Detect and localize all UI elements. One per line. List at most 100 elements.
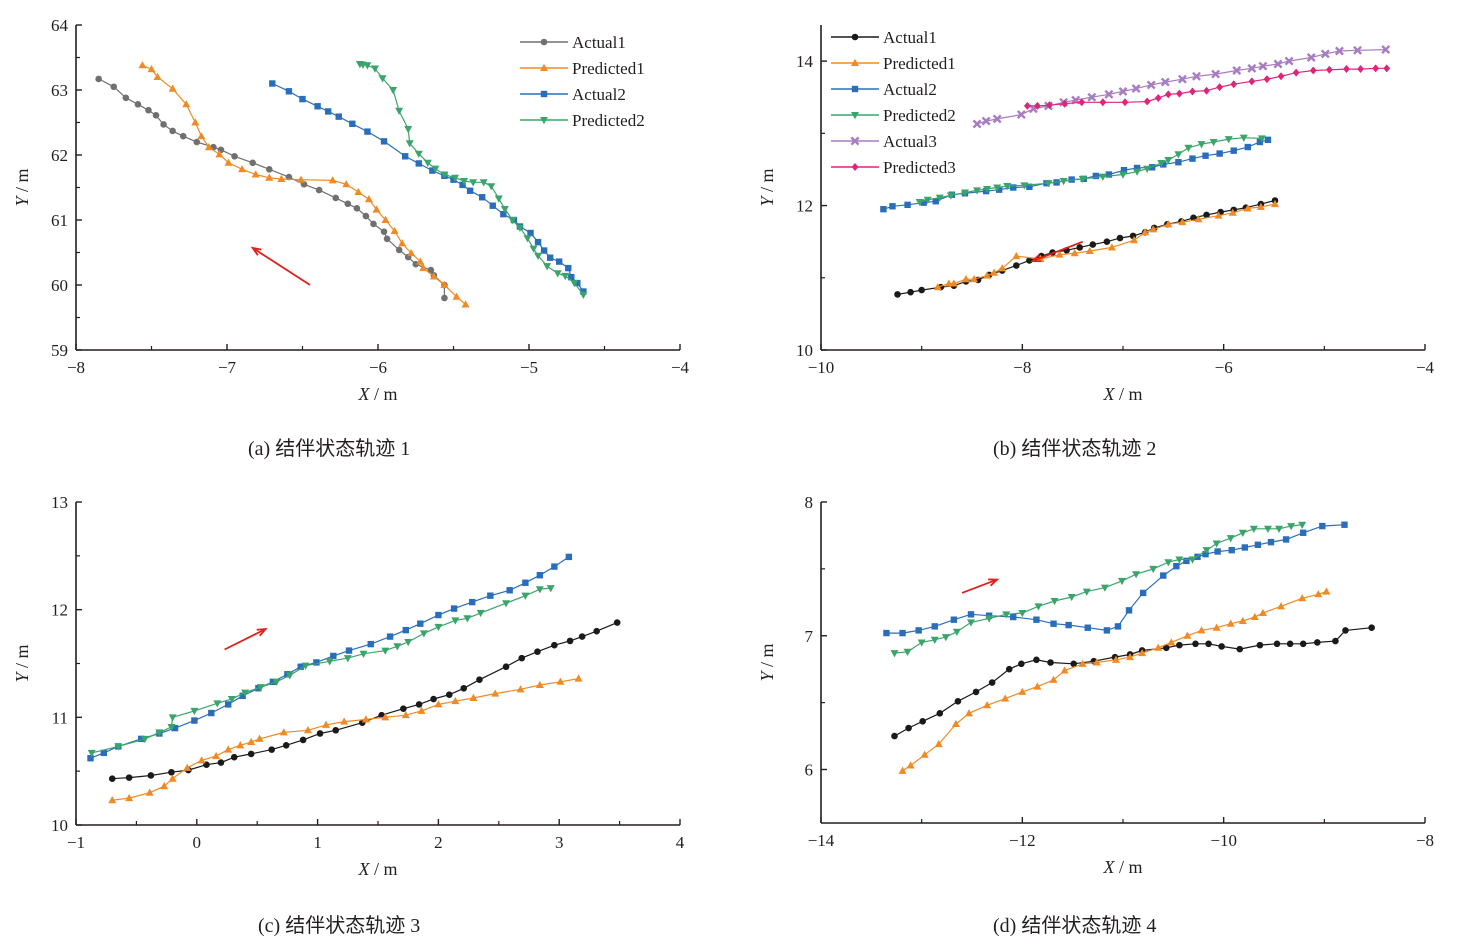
y-tick-label: 62 [51,146,68,165]
data-point [269,80,276,87]
data-point [1178,217,1187,226]
x-stroke [1160,77,1170,87]
legend-marker [540,63,548,71]
data-point [168,84,177,92]
y-tick-label: 14 [796,52,814,71]
x-stroke [972,119,982,129]
legend-marker [540,38,548,46]
data-point [1189,87,1196,96]
y-tick-label: 59 [51,341,68,360]
x-stroke [1016,110,1026,120]
data-point [230,753,238,761]
data-point [1325,65,1333,74]
legend-item: Predicted3 [831,158,956,177]
data-point [1084,624,1091,631]
series-predicted3 [1023,64,1391,110]
chart-b-svg: −10 −8 −6 −4 10 12 14 X / m Y / m Actual1 Predicte… [757,25,1435,404]
x-tick-label: −8 [1013,358,1031,377]
data-point [313,659,320,666]
legend-label: Actual2 [572,85,626,104]
data-point [960,189,969,197]
data-point [1162,644,1170,652]
data-point [479,179,488,187]
data-point [231,153,238,160]
data-point [903,648,912,656]
data-point [417,620,424,627]
data-point [324,108,332,115]
data-point [1018,660,1025,668]
data-point [915,627,922,634]
data-point [915,198,924,207]
data-point [469,693,478,701]
data-point [1239,134,1248,142]
legend-label: Predicted2 [572,111,645,130]
direction-arrow [224,627,268,651]
series-actual1 [894,197,1279,298]
data-point [1212,623,1221,631]
data-point [303,726,312,734]
data-point [1100,584,1109,592]
data-point [1256,641,1264,649]
legend-item: Actual2 [520,85,626,104]
y-tick-label: 10 [51,816,68,835]
data-point [1212,540,1221,548]
legend: Actual1 Predicted1 Actual2 Predicted2 [520,33,645,130]
legend-item: Predicted1 [831,54,956,73]
data-point [568,274,575,281]
data-point [469,179,478,187]
data-point [951,719,960,728]
data-point [1160,77,1170,87]
data-point [1026,257,1033,264]
series-actual1 [891,624,1375,740]
x-stroke [1284,56,1294,66]
data-point [502,600,511,608]
data-point [1342,627,1349,634]
data-point [345,647,353,654]
y-tick-label: 61 [51,211,68,230]
data-point [138,61,147,69]
data-point [1130,236,1139,244]
data-point [1120,166,1128,174]
y-axis-title: Y / m [12,644,32,682]
data-point [1383,64,1391,73]
data-point [1138,648,1147,657]
series-actual3 [972,45,1391,129]
data-point [108,796,117,804]
data-point [429,167,436,174]
data-point [238,165,247,173]
data-point [983,185,992,194]
data-point [1209,139,1218,147]
data-point [907,288,914,296]
data-point [415,701,423,708]
data-point [936,710,944,717]
data-point [435,611,442,619]
data-point [508,217,517,225]
data-point [1188,556,1197,564]
data-point [314,103,321,110]
data-point [1059,178,1068,186]
data-point [402,626,409,634]
legend-label: Predicted1 [572,59,645,78]
data-point [988,679,996,686]
data-point [1098,173,1107,181]
data-point [565,553,573,561]
data-point [1174,151,1183,159]
x-tick-label: −8 [67,358,85,377]
data-point [87,749,96,758]
data-point [134,101,142,108]
data-point [944,279,953,287]
data-point [1003,183,1012,191]
y-tick-label: 11 [52,708,68,727]
data-point [1273,59,1283,69]
data-point [265,166,273,173]
data-point [1078,175,1087,184]
x-stroke [1104,89,1114,99]
data-point [390,226,399,235]
data-point [1010,184,1017,191]
data-point [578,633,586,640]
data-point [404,126,413,134]
data-point [160,121,167,128]
data-point [1034,603,1043,611]
data-point [179,132,187,140]
series-predicted1 [898,587,1331,774]
